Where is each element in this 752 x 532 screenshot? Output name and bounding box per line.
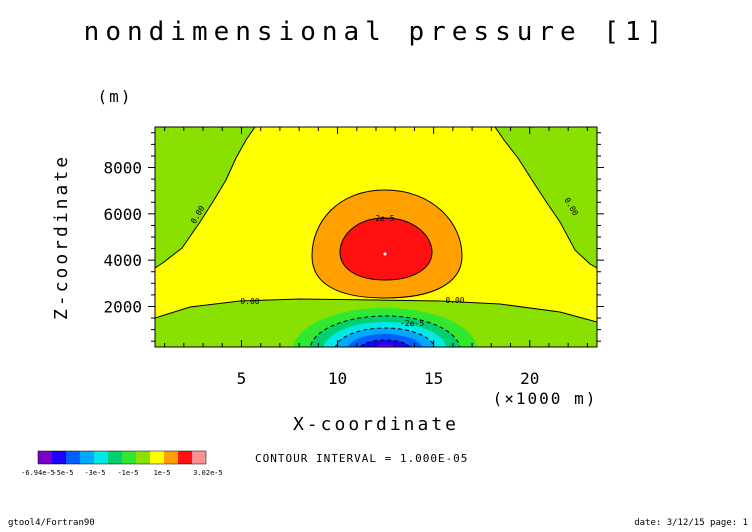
x-tick-label: 5 (237, 369, 247, 388)
colorbar (37, 450, 207, 465)
colorbar-frame (37, 450, 207, 465)
colorbar-swatch (38, 451, 52, 464)
chart-title: nondimensional pressure [1] (84, 17, 669, 47)
colorbar-swatch (108, 451, 122, 464)
contour-label: 0.00 (445, 296, 464, 305)
band-right-negative (495, 127, 597, 268)
max-marker (383, 252, 387, 256)
x-axis-label: X-coordinate (293, 414, 459, 435)
contour-fill (155, 127, 597, 347)
colorbar-tick-label: -6.94e-5 (21, 469, 55, 477)
contour-label: 2e-5 (375, 214, 394, 223)
x-tick-label: 20 (520, 369, 539, 388)
footer-left: gtool4/Fortran90 (8, 518, 95, 528)
colorbar-swatch (66, 451, 80, 464)
colorbar-tick-label: -5e-5 (52, 469, 73, 477)
colorbar-tick-labels: -6.94e-5-5e-5 -3e-5 -1e-5 1e-5 3.02e-5 (21, 469, 223, 477)
colorbar-tick-label: -3e-5 (84, 469, 105, 477)
band-low-5 (347, 334, 423, 347)
colorbar-tick-label: -1e-5 (117, 469, 138, 477)
colorbar-tick-label: 1e-5 (154, 469, 171, 477)
colorbar-swatch (122, 451, 136, 464)
contour-interval: CONTOUR INTERVAL = 1.000E-05 (255, 452, 468, 465)
y-unit-label: (m) (98, 87, 133, 106)
contour-label: -2e-5 (400, 319, 424, 328)
contour-line-left (155, 127, 256, 269)
x-unit-label: (×1000 m) (493, 389, 598, 408)
x-tick-label: 15 (424, 369, 443, 388)
colorbar-swatch (52, 451, 66, 464)
y-tick-label: 2000 (103, 297, 142, 316)
band-left-negative (155, 127, 255, 268)
y-tick-label: 6000 (103, 205, 142, 224)
y-tick-label: 8000 (103, 159, 142, 178)
band-high-2 (339, 217, 433, 281)
colorbar-swatch (80, 451, 94, 464)
contour-label: 0.00 (240, 297, 259, 306)
colorbar-swatch (192, 451, 206, 464)
y-axis: 2000 4000 6000 8000 (103, 132, 604, 342)
footer-right: date: 3/12/15 page: 1 (634, 518, 748, 528)
contour-line-bottom (155, 298, 597, 323)
y-axis-label: Z-coordinate (51, 154, 72, 320)
colorbar-swatch (150, 451, 164, 464)
x-axis: 5 10 15 20 (164, 127, 588, 388)
contour-line-right (494, 127, 597, 269)
colorbar-swatch (164, 451, 178, 464)
colorbar-swatch (178, 451, 192, 464)
x-tick-label: 10 (328, 369, 347, 388)
colorbar-swatch (136, 451, 150, 464)
y-tick-label: 4000 (103, 251, 142, 270)
colorbar-swatch (94, 451, 108, 464)
colorbar-tick-label: 3.02e-5 (193, 469, 223, 477)
band-low-6 (360, 340, 410, 347)
